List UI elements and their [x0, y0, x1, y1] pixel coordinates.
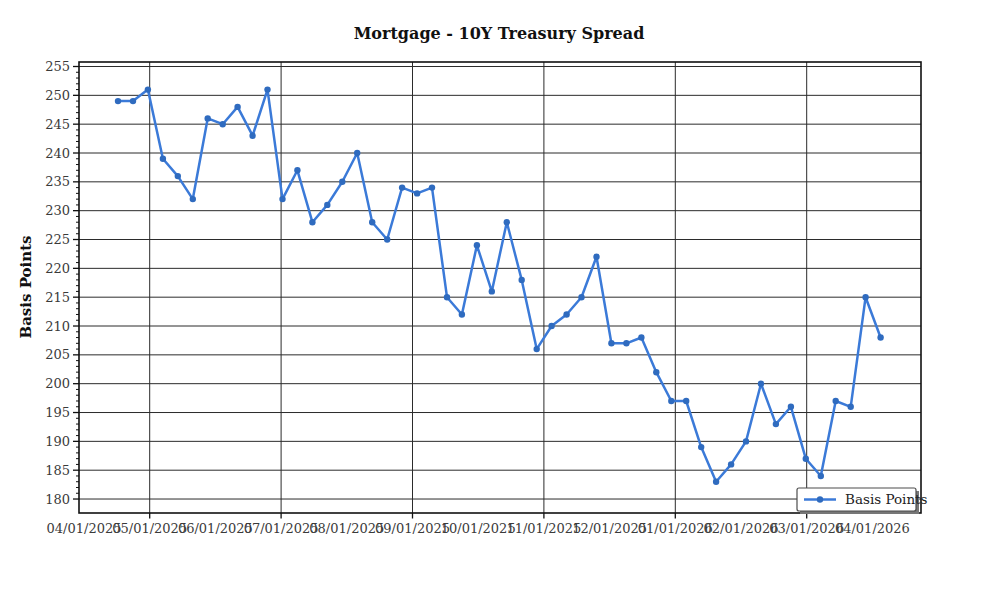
- x-tick-label: 06/01/2025: [178, 521, 253, 536]
- data-point-marker: [474, 242, 480, 248]
- y-tick-label: 255: [45, 59, 70, 74]
- y-tick-label: 245: [45, 117, 70, 132]
- y-tick-label: 180: [45, 492, 70, 507]
- data-point-marker: [728, 461, 734, 467]
- data-point-marker: [249, 133, 255, 139]
- chart-page: 255 250 245 240 235 230 225 220 215 210 205 200 195 1…: [0, 0, 1000, 600]
- legend-entry-label: Basis Points: [845, 491, 928, 507]
- data-point-marker: [788, 404, 794, 410]
- data-point-marker: [683, 398, 689, 404]
- data-point-marker: [489, 288, 495, 294]
- x-tick-label: 11/01/2025: [506, 521, 581, 536]
- data-point-marker: [818, 473, 824, 479]
- data-point-marker: [160, 156, 166, 162]
- series-line: [118, 90, 881, 482]
- y-tick-label: 215: [45, 290, 70, 305]
- data-point-marker: [504, 219, 510, 225]
- data-point-marker: [563, 311, 569, 317]
- y-tick-label: 185: [45, 463, 70, 478]
- data-point-marker: [758, 381, 764, 387]
- data-point-marker: [279, 196, 285, 202]
- data-point-marker: [145, 86, 151, 92]
- y-tick-label: 220: [45, 261, 70, 276]
- y-tick-label: 210: [45, 319, 70, 334]
- chart-title: Mortgage - 10Y Treasury Spread: [354, 24, 645, 43]
- data-point-marker: [294, 167, 300, 173]
- data-point-marker: [668, 398, 674, 404]
- data-point-marker: [354, 150, 360, 156]
- data-point-marker: [713, 479, 719, 485]
- data-point-marker: [877, 334, 883, 340]
- x-tick-label: 07/01/2025: [244, 521, 319, 536]
- data-point-marker: [848, 404, 854, 410]
- x-tick-label: 03/01/2026: [769, 521, 844, 536]
- x-tick-label: 09/01/2025: [375, 521, 450, 536]
- data-point-marker: [369, 219, 375, 225]
- x-tick-label: 10/01/2025: [441, 521, 516, 536]
- data-point-marker: [653, 369, 659, 375]
- data-point-marker: [833, 398, 839, 404]
- data-point-marker: [578, 294, 584, 300]
- x-tick-label: 04/01/2025: [47, 521, 122, 536]
- legend: Basis Points: [797, 488, 928, 514]
- data-point-marker: [220, 121, 226, 127]
- data-point-marker: [130, 98, 136, 104]
- x-tick-label: 01/01/2026: [638, 521, 713, 536]
- y-tick-label: 205: [45, 347, 70, 362]
- data-point-marker: [638, 334, 644, 340]
- y-tick-label: 235: [45, 174, 70, 189]
- y-axis-label: Basis Points: [17, 235, 35, 338]
- data-point-marker: [444, 294, 450, 300]
- data-point-marker: [623, 340, 629, 346]
- data-point-marker: [339, 179, 345, 185]
- data-point-marker: [519, 277, 525, 283]
- data-point-marker: [324, 202, 330, 208]
- data-point-marker: [862, 294, 868, 300]
- data-point-marker: [264, 86, 270, 92]
- data-point-marker: [698, 444, 704, 450]
- data-point-marker: [115, 98, 121, 104]
- x-tick-label: 12/01/2025: [572, 521, 647, 536]
- data-point-marker: [190, 196, 196, 202]
- data-point-marker: [234, 104, 240, 110]
- data-point-marker: [429, 184, 435, 190]
- data-point-marker: [803, 456, 809, 462]
- y-tick-label: 250: [45, 88, 70, 103]
- data-point-marker: [399, 184, 405, 190]
- data-point-marker: [384, 236, 390, 242]
- spread-line-chart: 255 250 245 240 235 230 225 220 215 210 205 200 195 1…: [0, 0, 1000, 600]
- y-tick-label: 230: [45, 203, 70, 218]
- y-tick-label: 240: [45, 146, 70, 161]
- legend-marker-icon: [817, 496, 823, 502]
- data-point-marker: [773, 421, 779, 427]
- data-point-marker: [414, 190, 420, 196]
- data-point-marker: [309, 219, 315, 225]
- data-point-marker: [459, 311, 465, 317]
- y-tick-label: 195: [45, 405, 70, 420]
- x-tick-label: 04/01/2026: [835, 521, 910, 536]
- data-point-marker: [593, 254, 599, 260]
- y-tick-label: 225: [45, 232, 70, 247]
- x-tick-label: 02/01/2026: [704, 521, 779, 536]
- y-tick-label: 190: [45, 434, 70, 449]
- tick-layer: [73, 67, 807, 519]
- y-tick-label: 200: [45, 376, 70, 391]
- data-point-marker: [608, 340, 614, 346]
- x-tick-label: 08/01/2025: [309, 521, 384, 536]
- series-layer: [115, 86, 884, 485]
- x-tick-label: 05/01/2025: [112, 521, 187, 536]
- data-point-marker: [205, 115, 211, 121]
- data-point-marker: [534, 346, 540, 352]
- data-point-marker: [175, 173, 181, 179]
- data-point-marker: [743, 438, 749, 444]
- data-point-marker: [548, 323, 554, 329]
